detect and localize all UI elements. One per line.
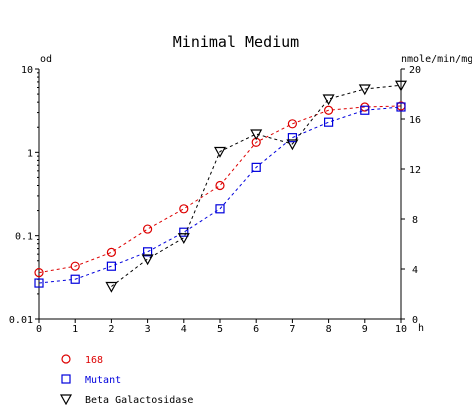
left-tick-label: 1 (27, 148, 33, 159)
series-line (38, 106, 402, 284)
right-tick-label: 12 (409, 165, 421, 176)
data-point (287, 133, 297, 143)
data-point (287, 119, 297, 129)
x-tick-label: 1 (72, 324, 78, 335)
legend-marker (61, 374, 71, 384)
data-point (70, 261, 80, 271)
x-tick-label: 6 (253, 324, 259, 335)
chart-title: Minimal Medium (173, 33, 299, 51)
legend-label: Beta Galactosidase (85, 395, 193, 405)
legend-label: 168 (85, 355, 103, 366)
data-point (213, 146, 227, 158)
series-layer (34, 80, 408, 293)
data-point (179, 204, 189, 214)
right-tick-label: 4 (412, 265, 418, 276)
x-tick-label: 0 (36, 324, 42, 335)
legend-marker (61, 354, 71, 364)
x-tick-label: 10 (395, 324, 407, 335)
data-point (34, 278, 44, 288)
x-tick-label: 8 (326, 324, 332, 335)
data-point (34, 268, 44, 278)
legend: 168 Mutant Beta Galactosidase (59, 354, 193, 405)
data-point (106, 247, 117, 257)
data-point (177, 233, 190, 244)
data-point (70, 274, 80, 284)
x-tick-label: 3 (145, 324, 151, 335)
data-point (215, 180, 225, 191)
x-tick-label: 4 (181, 324, 187, 335)
data-point (324, 105, 334, 115)
data-point (360, 105, 370, 115)
data-point (250, 129, 263, 141)
right-tick-label: 8 (412, 215, 418, 226)
right-axis-label: nmole/min/mg (401, 54, 472, 65)
x-tick-label: 5 (217, 324, 223, 335)
x-tick-label: 7 (289, 324, 295, 335)
legend-marker (59, 394, 73, 405)
data-point (179, 227, 189, 237)
right-tick-label: 20 (409, 65, 421, 76)
data-point (396, 102, 406, 112)
legend-label: Mutant (85, 375, 121, 386)
series-0 (34, 101, 406, 278)
series-2 (105, 80, 408, 293)
left-axis-label: od (40, 54, 52, 65)
x-tick-label: 9 (362, 324, 368, 335)
data-point (251, 162, 261, 172)
data-point (215, 204, 225, 214)
data-point (322, 94, 335, 106)
series-line (111, 84, 402, 287)
data-point (141, 254, 154, 266)
data-point (358, 84, 371, 96)
series-line (38, 105, 402, 274)
right-tick-label: 16 (409, 115, 421, 126)
x-tick-label: 2 (108, 324, 114, 335)
left-tick-label: 0.01 (9, 315, 33, 326)
data-point (143, 247, 153, 257)
data-point (106, 261, 117, 271)
left-tick-label: 0.1 (15, 232, 33, 243)
right-tick-label: 0 (412, 315, 418, 326)
data-point (286, 139, 299, 151)
data-point (105, 281, 118, 293)
data-point (324, 117, 334, 127)
series-1 (34, 102, 406, 288)
left-tick-label: 10 (21, 65, 33, 76)
data-point (394, 80, 408, 92)
data-point (143, 224, 153, 234)
x-axis-label: h (418, 323, 424, 334)
